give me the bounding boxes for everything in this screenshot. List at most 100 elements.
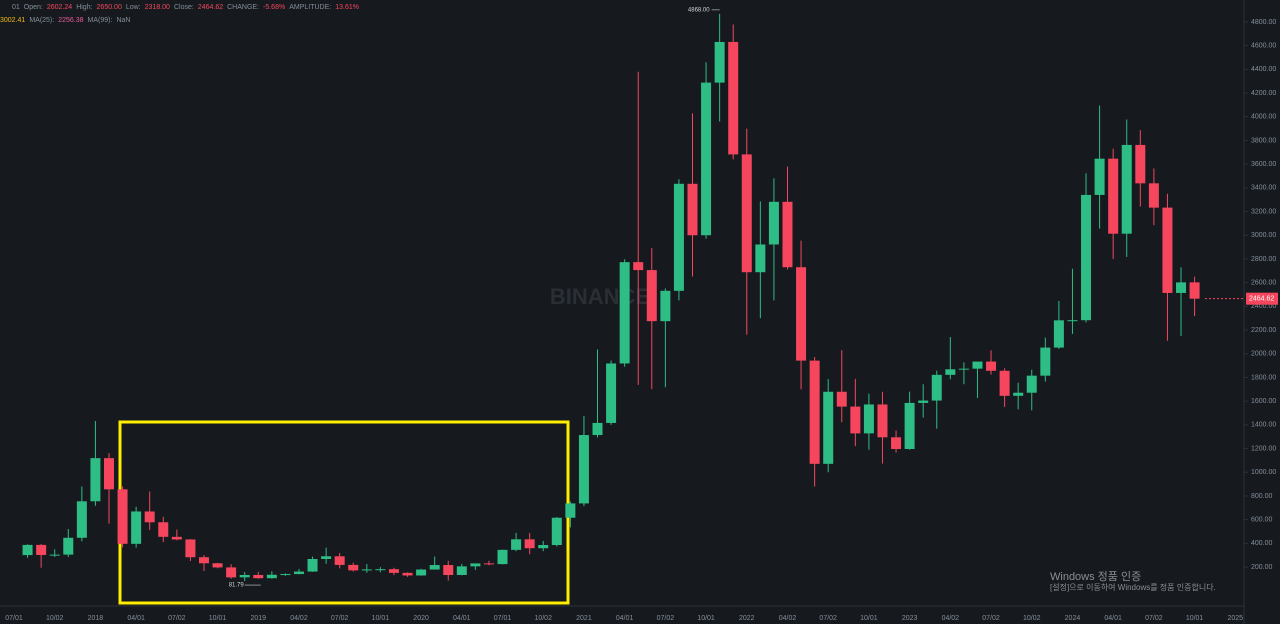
x-tick-label: 10/01 (1186, 615, 1204, 622)
y-tick-label: 3400.00 (1251, 185, 1276, 192)
candle-body (1189, 282, 1200, 299)
watermark: BINANCE (550, 284, 650, 309)
y-tick-label: 400.00 (1251, 540, 1273, 547)
header-item: 2464.62 (198, 4, 223, 11)
candle-body (49, 554, 60, 556)
x-tick-label: 04/01 (127, 615, 145, 622)
os-notice: Windows 정품 인증 (1050, 570, 1141, 583)
header-item: 01 (12, 4, 20, 11)
last-price-label: 2464.62 (1249, 296, 1274, 303)
candle-body (348, 564, 359, 571)
candle-body (823, 391, 834, 464)
y-tick-label: 3000.00 (1251, 232, 1276, 239)
candle-body (1013, 392, 1024, 396)
candle-body (131, 511, 142, 544)
header-item: 2650.00 (97, 4, 122, 11)
x-tick-label: 07/02 (168, 615, 186, 622)
header-item: Open: (24, 4, 43, 11)
ma-header-item: MA(25): (29, 17, 54, 24)
candle-body (809, 360, 820, 464)
candle-body (117, 489, 128, 544)
x-tick-label: 10/02 (1023, 615, 1041, 622)
candle-body (266, 574, 277, 579)
x-tick-label: 10/01 (860, 615, 878, 622)
candle-body (1067, 320, 1078, 322)
candle-body (198, 557, 209, 564)
x-tick-label: 10/01 (209, 615, 227, 622)
ma-header-item: 3002.41 (0, 17, 25, 24)
y-tick-label: 4000.00 (1251, 114, 1276, 121)
candle-body (470, 563, 481, 567)
candle-body (76, 501, 87, 538)
candle-body (171, 536, 182, 540)
header-item: Close: (174, 4, 194, 11)
candle-body (1108, 158, 1119, 234)
y-tick-label: 3800.00 (1251, 137, 1276, 144)
candle-body (1162, 207, 1173, 293)
candle-body (158, 522, 169, 537)
candle-body (280, 574, 291, 576)
candle-body (619, 262, 630, 364)
header-item: -5.68% (263, 4, 285, 11)
candle-body (1094, 158, 1105, 195)
candle-body (429, 565, 440, 570)
header-item: 2318.00 (145, 4, 170, 11)
candle-body (1053, 320, 1064, 348)
candle-body (768, 201, 779, 245)
candle-body (646, 270, 657, 322)
x-tick-label: 04/02 (779, 615, 797, 622)
candle-body (891, 437, 902, 450)
candle-body (633, 262, 644, 271)
candle-body (972, 361, 983, 369)
candle-body (416, 569, 427, 576)
candle-body (796, 267, 807, 361)
candle-body (551, 517, 562, 546)
x-tick-label: 04/02 (290, 615, 308, 622)
candle-body (565, 503, 576, 518)
y-tick-label: 1000.00 (1251, 469, 1276, 476)
y-tick-label: 800.00 (1251, 493, 1273, 500)
x-tick-label: 07/02 (657, 615, 675, 622)
candle-body (63, 537, 74, 555)
candle-body (1040, 347, 1051, 376)
candle-body (334, 556, 345, 565)
y-tick-label: 600.00 (1251, 516, 1273, 523)
candle-body (1176, 282, 1187, 293)
candle-body (782, 201, 793, 268)
x-tick-label: 07/02 (982, 615, 1000, 622)
x-tick-label: 07/02 (331, 615, 349, 622)
x-tick-label: 2019 (250, 615, 266, 622)
candle-body (144, 511, 155, 523)
x-tick-label: 04/01 (1104, 615, 1122, 622)
candle-body (1148, 183, 1159, 208)
candle-body (673, 183, 684, 291)
y-tick-label: 1400.00 (1251, 422, 1276, 429)
y-tick-label: 4800.00 (1251, 19, 1276, 26)
y-tick-label: 2600.00 (1251, 279, 1276, 286)
x-tick-label: 04/02 (942, 615, 960, 622)
candle-body (1026, 375, 1037, 393)
candle-body (687, 183, 698, 236)
header-item: Low: (126, 4, 141, 11)
y-tick-label: 2800.00 (1251, 256, 1276, 263)
candle-body (863, 404, 874, 434)
x-tick-label: 07/02 (1145, 615, 1163, 622)
os-notice: [설정]으로 이동하여 Windows를 정품 인증합니다. (1050, 582, 1216, 592)
candle-body (375, 569, 386, 571)
x-tick-label: 10/01 (697, 615, 715, 622)
candle-body (958, 368, 969, 370)
x-tick-label: 04/01 (616, 615, 634, 622)
x-tick-label: 2023 (902, 615, 918, 622)
header-item: CHANGE: (227, 4, 259, 11)
candle-body (497, 549, 508, 565)
ma-header-item: MA(99): (88, 17, 113, 24)
candle-body (877, 404, 888, 438)
x-tick-label: 07/02 (819, 615, 837, 622)
candle-body (212, 563, 223, 568)
annotation-label: 81.79 (229, 583, 245, 589)
candle-body (999, 370, 1010, 396)
candle-body (456, 566, 467, 575)
x-tick-label: 2021 (576, 615, 592, 622)
candle-body (239, 574, 250, 578)
